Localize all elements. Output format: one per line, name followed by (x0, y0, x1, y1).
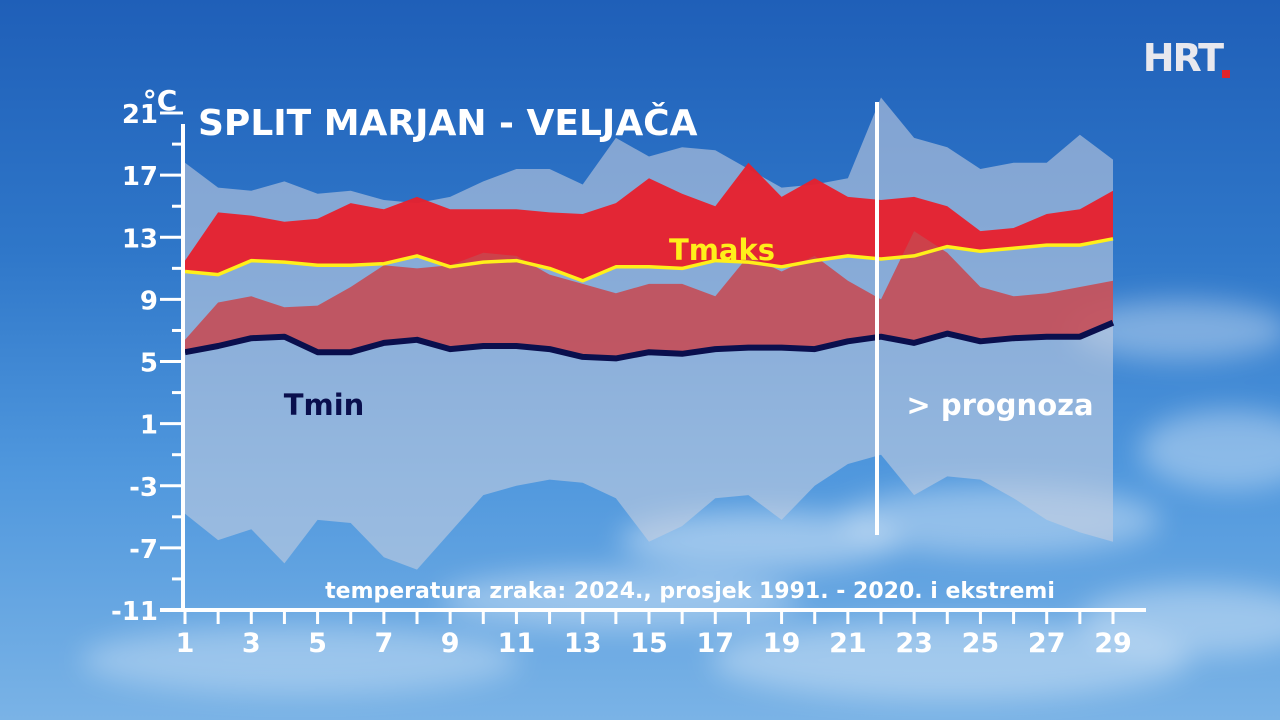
forecast-label: > prognoza (906, 388, 1093, 422)
x-tick-label: 3 (242, 628, 261, 659)
tmax-range-band (185, 162, 1113, 281)
chart-subtitle: temperatura zraka: 2024., prosjek 1991. … (325, 579, 1055, 604)
x-tick-label: 9 (441, 628, 460, 659)
series-label-tmin: Tmin (284, 388, 365, 422)
x-tick-label: 7 (374, 628, 393, 659)
tmax-line (184, 237, 1114, 283)
y-tick-label: 13 (122, 224, 158, 254)
y-tick-label: 17 (122, 162, 158, 192)
hrt-logo-text: HRT (1142, 36, 1224, 80)
y-tick-label: 9 (140, 286, 158, 316)
x-tick-label: 5 (308, 628, 327, 659)
x-tick-label: 17 (696, 628, 734, 659)
x-tick-label: 19 (763, 628, 801, 659)
hrt-logo-square (1222, 70, 1230, 78)
x-tick-label: 27 (1028, 628, 1066, 659)
y-tick-label: 5 (140, 349, 158, 379)
x-tick-label: 11 (498, 628, 536, 659)
bands-layer (185, 97, 1113, 570)
x-tick-label: 25 (962, 628, 1000, 659)
y-tick-label: -3 (129, 473, 158, 503)
x-tick-group: 1 3 5 7 9 11 13 15 17 19 21 23 25 27 29 (176, 610, 1132, 659)
x-tick-label: 1 (176, 628, 195, 659)
x-tick-label: 15 (630, 628, 668, 659)
y-tick-label: 21 (122, 100, 158, 130)
series-label-tmaks: Tmaks (669, 233, 775, 267)
hrt-logo: HRT (1142, 36, 1230, 80)
x-tick-label: 29 (1094, 628, 1132, 659)
x-tick-label: 13 (564, 628, 602, 659)
tmin-range-band (185, 231, 1113, 359)
y-tick-label: -7 (129, 535, 158, 565)
y-tick-group: 21 17 13 9 5 1 -3 -7 -11 (111, 100, 183, 627)
y-axis-unit-label: °C (143, 84, 178, 117)
y-tick-label: 1 (140, 411, 158, 441)
chart-title: SPLIT MARJAN - VELJAČA (198, 102, 698, 144)
tmin-line (184, 319, 1115, 362)
x-tick-label: 23 (895, 628, 933, 659)
x-tick-label: 21 (829, 628, 867, 659)
y-tick-label: -11 (111, 597, 158, 627)
